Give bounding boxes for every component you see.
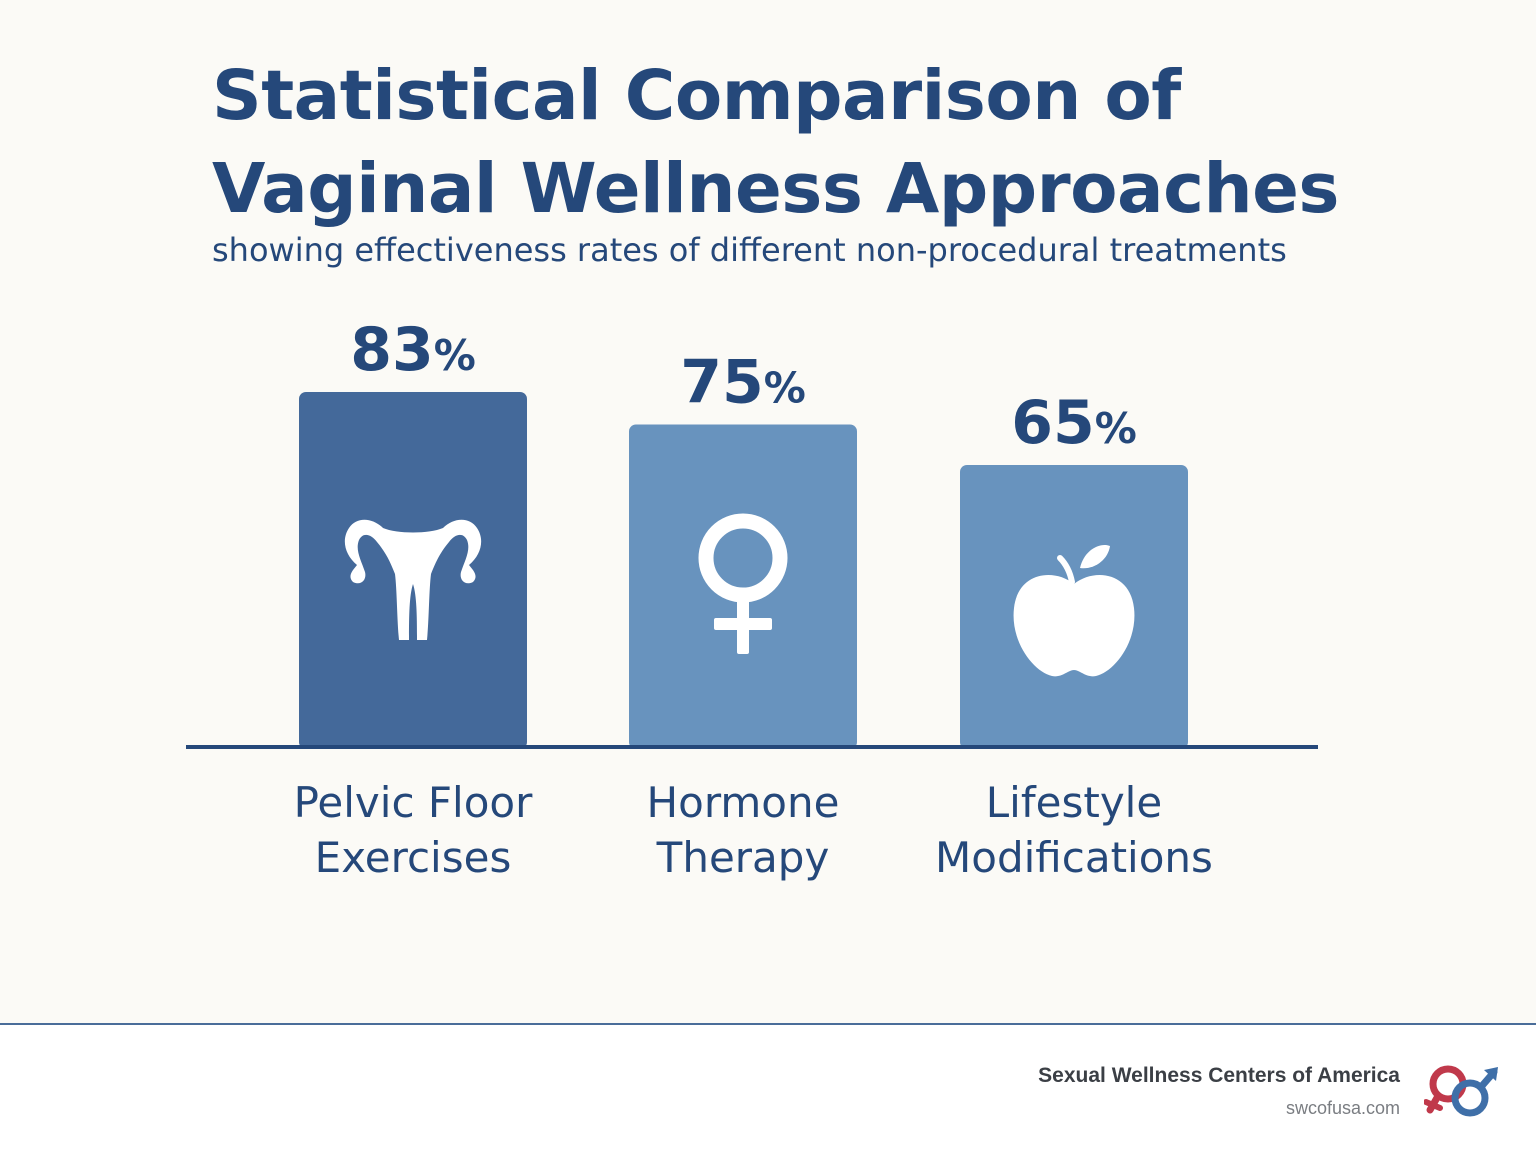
brand-name: Sexual Wellness Centers of America [1038, 1064, 1400, 1087]
gender-symbols-logo-icon [1424, 1065, 1498, 1117]
category-label-1-line-1: Pelvic Floor [294, 778, 534, 827]
apple-leaf [1080, 544, 1110, 569]
value-label-3: 65% [1011, 388, 1137, 458]
bar-2 [629, 424, 857, 749]
apple-icon [1013, 544, 1135, 677]
uterus-icon [344, 519, 482, 640]
value-label-1: 83% [350, 315, 476, 385]
brand-url[interactable]: swcofusa.com [1285, 1098, 1400, 1118]
value-label-2: 75% [680, 347, 806, 417]
title-line-2: Vaginal Wellness Approaches [212, 149, 1340, 229]
category-label-2-line-1: Hormone [647, 778, 840, 827]
category-label-3-line-2: Modifications [935, 833, 1213, 882]
footer [0, 1025, 1536, 1154]
category-label-1-line-2: Exercises [315, 833, 512, 882]
footer-divider [0, 1023, 1536, 1025]
category-label-2-line-2: Therapy [656, 833, 830, 882]
bar-chart: 83% Pelvic Floor Exercises 75% Hormone Therap… [186, 315, 1318, 882]
female-symbol-icon [698, 513, 788, 654]
page-subtitle: showing effectiveness rates of different… [212, 231, 1287, 269]
title-line-1: Statistical Comparison of [212, 56, 1181, 136]
female-crossbar [714, 618, 772, 630]
uterus-shape [344, 519, 482, 640]
page-title: Statistical Comparison of Vaginal Wellne… [212, 50, 1472, 236]
apple-body [1013, 575, 1135, 677]
category-label-3-line-1: Lifestyle [986, 778, 1162, 827]
apple-stem [1057, 555, 1075, 585]
